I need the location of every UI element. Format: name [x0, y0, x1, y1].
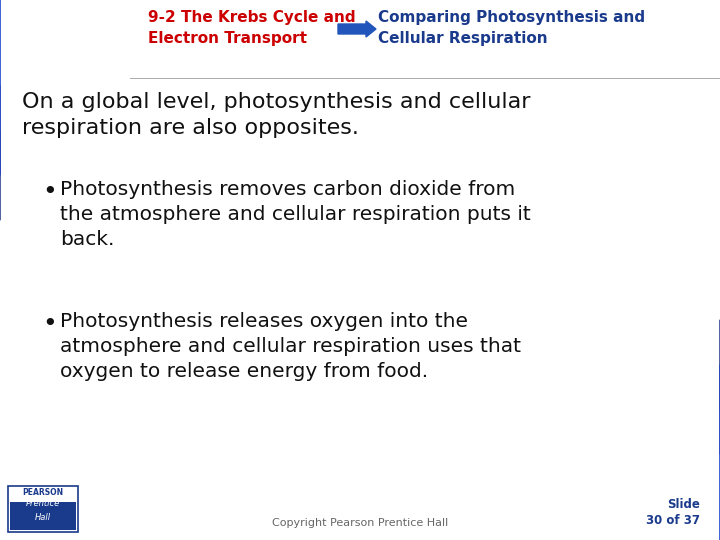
FancyBboxPatch shape: [8, 486, 78, 532]
Text: Slide
30 of 37: Slide 30 of 37: [646, 498, 700, 527]
Text: Comparing Photosynthesis and
Cellular Respiration: Comparing Photosynthesis and Cellular Re…: [378, 10, 645, 46]
FancyBboxPatch shape: [10, 502, 76, 530]
Text: •: •: [42, 180, 57, 204]
Text: Prentice: Prentice: [26, 500, 60, 509]
Text: On a global level, photosynthesis and cellular
respiration are also opposites.: On a global level, photosynthesis and ce…: [22, 92, 531, 138]
Text: •: •: [42, 312, 57, 336]
Text: Photosynthesis releases oxygen into the
atmosphere and cellular respiration uses: Photosynthesis releases oxygen into the …: [60, 312, 521, 381]
Text: PEARSON: PEARSON: [22, 488, 63, 497]
Text: Copyright Pearson Prentice Hall: Copyright Pearson Prentice Hall: [272, 518, 448, 528]
FancyArrow shape: [338, 21, 376, 37]
Text: 9-2 The Krebs Cycle and
Electron Transport: 9-2 The Krebs Cycle and Electron Transpo…: [148, 10, 356, 46]
Text: Photosynthesis removes carbon dioxide from
the atmosphere and cellular respirati: Photosynthesis removes carbon dioxide fr…: [60, 180, 531, 249]
Text: Hall: Hall: [35, 514, 51, 523]
